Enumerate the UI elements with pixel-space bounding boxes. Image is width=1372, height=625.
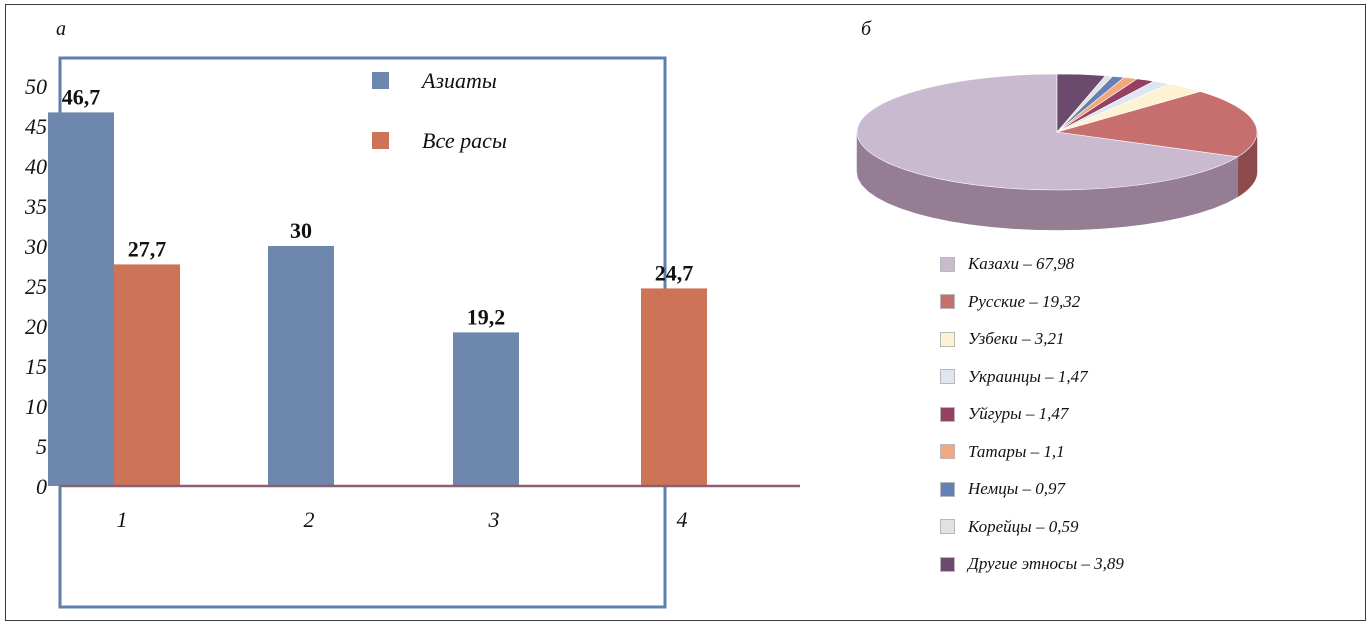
y-tick-label: 20 <box>25 314 47 339</box>
pie-legend-swatch <box>940 519 955 534</box>
y-tick-label: 45 <box>25 114 47 139</box>
y-tick-label: 40 <box>25 154 47 179</box>
pie-legend-item: Немцы – 0,97 <box>940 477 1065 501</box>
pie-legend-swatch <box>940 481 955 497</box>
pie-legend-label: Украинцы – 1,47 <box>968 366 1088 386</box>
pie-legend-swatch <box>940 369 955 384</box>
legend-swatch <box>372 72 389 89</box>
y-tick-label: 15 <box>25 354 47 379</box>
legend-label: Азиаты <box>420 68 497 93</box>
y-tick-label: 0 <box>36 474 47 499</box>
pie-legend-item: Другие этносы – 3,89 <box>940 552 1124 576</box>
y-tick-label: 30 <box>24 234 47 259</box>
legend-label: Все расы <box>422 128 507 153</box>
pie-slice <box>1056 91 1258 158</box>
pie-legend-item: Уйгуры – 1,47 <box>940 402 1068 426</box>
bar-value-label: 24,7 <box>655 260 694 285</box>
pie-legend-label: Корейцы – 0,59 <box>968 516 1079 536</box>
x-tick-label: 4 <box>677 507 688 532</box>
pie-legend-label: Уйгуры – 1,47 <box>968 404 1069 423</box>
pie-legend-item: Узбеки – 3,21 <box>940 327 1065 351</box>
bar-value-label: 27,7 <box>128 236 167 261</box>
x-tick-label: 1 <box>117 507 128 532</box>
pie-slice <box>856 73 1239 191</box>
pie-legend-swatch <box>940 256 955 272</box>
pie-legend-label: Немцы – 0,97 <box>968 479 1066 498</box>
bar <box>114 264 180 486</box>
figure-frame <box>5 4 1366 621</box>
pie-legend-item: Татары – 1,1 <box>940 440 1065 464</box>
pie-legend-swatch <box>940 331 955 347</box>
pie-legend-item: Казахи – 67,98 <box>940 252 1074 276</box>
bar <box>453 332 519 486</box>
pie-legend-label: Русские – 19,32 <box>968 291 1081 311</box>
bar <box>268 246 334 486</box>
pie-legend-item: Корейцы – 0,59 <box>940 515 1078 539</box>
pie-legend-swatch <box>940 444 955 459</box>
pie-legend-item: Русские – 19,32 <box>940 290 1080 314</box>
pie-legend-item: Украинцы – 1,47 <box>940 365 1088 389</box>
panel-label-b: б <box>861 18 872 40</box>
panel-label-a: а <box>56 18 66 40</box>
pie-legend-label: Казахи – 67,98 <box>968 254 1075 273</box>
pie-legend-swatch <box>940 406 955 422</box>
bar <box>641 288 707 486</box>
pie-chart <box>856 73 1258 231</box>
bar-value-label: 19,2 <box>467 304 506 329</box>
y-tick-label: 10 <box>25 394 47 419</box>
pie-legend-swatch <box>940 556 955 572</box>
y-tick-label: 25 <box>25 274 47 299</box>
pie-legend: Казахи – 67,98 Русские – 19,32 Узбеки – 3,… <box>940 252 1240 617</box>
legend-swatch <box>372 132 389 149</box>
bar <box>48 112 114 487</box>
pie-legend-swatch <box>940 294 955 309</box>
bar-value-label: 46,7 <box>62 84 101 109</box>
bar-value-label: 30 <box>290 218 312 243</box>
pie-slice <box>1056 73 1107 133</box>
y-tick-label: 35 <box>24 194 47 219</box>
pie-legend-label: Другие этносы – 3,89 <box>968 554 1124 573</box>
x-tick-label: 3 <box>488 507 500 532</box>
x-tick-label: 2 <box>304 507 315 532</box>
pie-legend-label: Татары – 1,1 <box>968 441 1065 461</box>
pie-legend-label: Узбеки – 3,21 <box>968 329 1065 348</box>
y-tick-label: 50 <box>25 74 47 99</box>
y-tick-label: 5 <box>36 434 47 459</box>
